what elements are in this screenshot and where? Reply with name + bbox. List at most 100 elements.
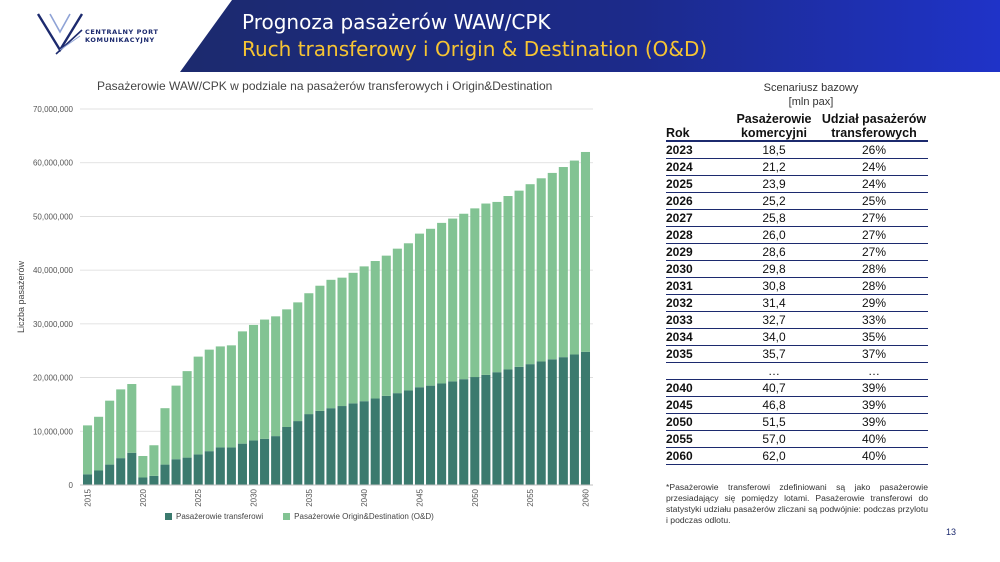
table-cell-year: 2040 xyxy=(666,379,728,397)
table-cell-share: 33% xyxy=(820,311,928,329)
bar-transfer xyxy=(226,447,236,485)
table-cell-share: 37% xyxy=(820,345,928,363)
bar-od xyxy=(215,346,225,448)
y-tick-label: 30,000,000 xyxy=(33,320,74,329)
bar-transfer xyxy=(193,454,203,485)
bar-od xyxy=(248,324,259,441)
footnote: *Pasażerowie transferowi zdefiniowani są… xyxy=(666,482,928,525)
table-row: 2040 40,7 39% xyxy=(666,379,928,397)
logo-mark-icon xyxy=(36,13,84,55)
legend-label-transfer: Pasażerowie transferowi xyxy=(176,512,264,521)
bar-transfer xyxy=(492,372,502,485)
bar-od xyxy=(315,285,325,411)
table-row: 2060 62,0 40% xyxy=(666,447,928,465)
bar-od xyxy=(580,151,591,352)
slide-header: CENTRALNY PORT KOMUNIKACYJNY Prognoza pa… xyxy=(0,0,1000,72)
table-row: 2030 29,8 28% xyxy=(666,260,928,278)
table-cell-share: 27% xyxy=(820,243,928,261)
bar-transfer xyxy=(337,406,347,485)
bar-transfer xyxy=(503,369,513,485)
bar-od xyxy=(304,293,314,415)
bar-transfer xyxy=(237,443,247,485)
table-row: 2025 23,9 24% xyxy=(666,175,928,193)
scenario-title: Scenariusz bazowy xyxy=(763,82,859,94)
bar-transfer xyxy=(470,377,480,485)
table-cell-share: 29% xyxy=(820,294,928,312)
table-cell-year: 2024 xyxy=(666,158,728,176)
bar-od xyxy=(138,455,148,478)
table-row: 2024 21,2 24% xyxy=(666,158,928,176)
y-tick-label: 70,000,000 xyxy=(33,105,74,114)
y-axis-label: Liczba pasażerów xyxy=(16,260,26,333)
table-cell-share: 40% xyxy=(820,430,928,448)
table-cell-share: 35% xyxy=(820,328,928,346)
y-tick-label: 40,000,000 xyxy=(33,266,74,275)
bar-transfer xyxy=(248,440,259,485)
table-row: 2027 25,8 27% xyxy=(666,209,928,227)
scenario-unit: [mln pax] xyxy=(788,96,834,108)
table-row: 2034 34,0 35% xyxy=(666,328,928,346)
bar-transfer xyxy=(127,452,137,485)
table-cell-pax: 23,9 xyxy=(728,175,820,193)
table-cell-pax: 62,0 xyxy=(728,447,820,465)
table-cell-share: 28% xyxy=(820,277,928,295)
table-row: 2050 51,5 39% xyxy=(666,413,928,431)
table-row: 2029 28,6 27% xyxy=(666,243,928,261)
bar-od xyxy=(182,371,192,458)
table-cell-pax: 34,0 xyxy=(728,328,820,346)
table-row: 2026 25,2 25% xyxy=(666,192,928,210)
bar-od xyxy=(359,266,369,402)
bar-od xyxy=(193,356,203,455)
table-cell-year: 2034 xyxy=(666,328,728,346)
forecast-table: Rok Pasażerowie komercyjni Udział pasaże… xyxy=(666,112,928,465)
table-cell-share: 27% xyxy=(820,209,928,227)
y-tick-label: 50,000,000 xyxy=(33,212,74,221)
bar-transfer xyxy=(138,477,148,485)
bar-transfer xyxy=(105,464,115,485)
bar-transfer xyxy=(437,383,447,485)
bar-transfer xyxy=(315,410,325,485)
table-row: 2032 31,4 29% xyxy=(666,294,928,312)
x-tick-label: 2055 xyxy=(526,488,535,506)
bar-od xyxy=(260,319,270,439)
bar-od xyxy=(116,389,126,459)
chart-title: Pasażerowie WAW/CPK w podziale na pasaże… xyxy=(97,79,553,93)
bar-transfer xyxy=(536,361,546,485)
table-cell-share: 40% xyxy=(820,447,928,465)
table-cell-pax: 30,8 xyxy=(728,277,820,295)
bar-transfer xyxy=(448,381,458,485)
bar-od xyxy=(337,277,347,407)
bar-od xyxy=(127,384,137,453)
bar-od xyxy=(569,160,579,355)
bar-transfer xyxy=(558,357,568,485)
table-cell-year: 2030 xyxy=(666,260,728,278)
table-row: 2028 26,0 27% xyxy=(666,226,928,244)
table-cell-pax: 40,7 xyxy=(728,379,820,397)
bar-transfer xyxy=(580,351,591,485)
slide-title: Prognoza pasażerów WAW/CPK xyxy=(242,10,551,34)
logo-text: CENTRALNY PORT KOMUNIKACYJNY xyxy=(85,28,159,44)
bar-transfer xyxy=(282,426,292,485)
bar-od xyxy=(237,331,247,444)
legend-label-od: Pasażerowie Origin&Destination (O&D) xyxy=(294,512,434,521)
bar-transfer xyxy=(204,451,214,485)
legend-swatch-od xyxy=(283,513,291,520)
table-cell-pax: 46,8 xyxy=(728,396,820,414)
table-cell-year: 2035 xyxy=(666,345,728,363)
bar-od xyxy=(514,190,524,367)
bar-transfer xyxy=(414,387,425,485)
bar-transfer xyxy=(514,366,524,485)
table-cell-year: 2026 xyxy=(666,192,728,210)
table-cell-pax: … xyxy=(728,362,820,380)
bar-transfer xyxy=(182,457,192,485)
bar-transfer xyxy=(381,395,391,485)
table-cell-share: 39% xyxy=(820,396,928,414)
bar-transfer xyxy=(569,354,579,485)
x-tick-label: 2060 xyxy=(581,488,590,506)
bar-od xyxy=(326,279,336,409)
table-cell-pax: 26,0 xyxy=(728,226,820,244)
bar-od xyxy=(536,178,546,362)
table-cell-year: 2033 xyxy=(666,311,728,329)
logo-text-line2: KOMUNIKACYJNY xyxy=(85,36,155,44)
bar-od xyxy=(481,203,491,375)
